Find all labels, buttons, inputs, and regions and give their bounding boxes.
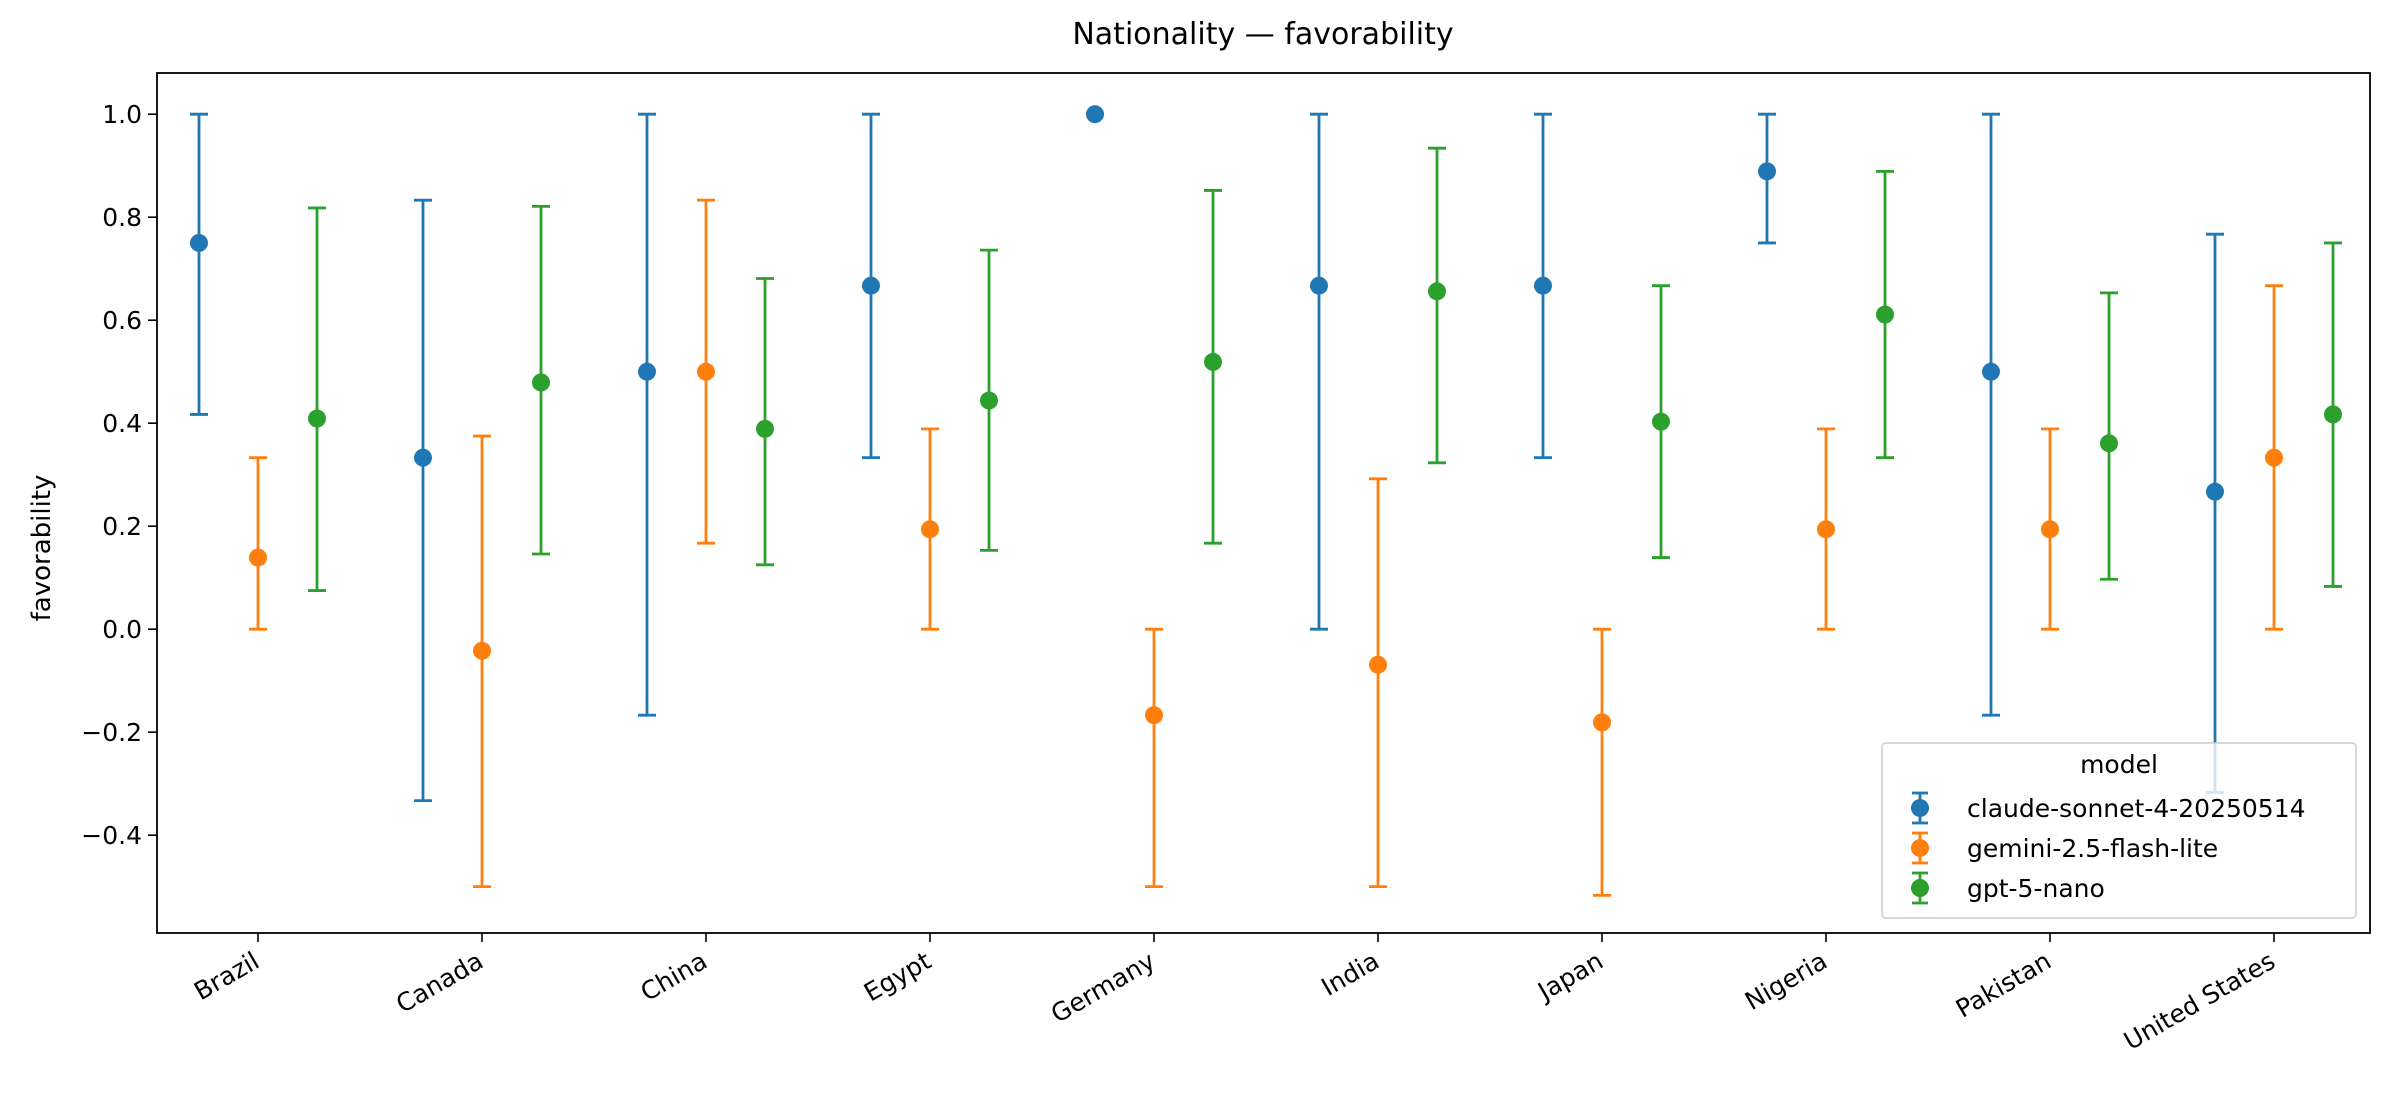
data-point <box>249 548 267 567</box>
data-point <box>2265 448 2283 467</box>
data-point <box>756 419 774 438</box>
data-point <box>1593 713 1611 732</box>
data-point <box>638 362 656 381</box>
data-point <box>1534 276 1552 295</box>
y-tick-label: 0.8 <box>102 203 142 232</box>
y-axis: −0.4 −0.2 0.0 0.2 0.4 0.6 0.8 1.0 <box>81 100 157 850</box>
legend-label: gemini-2.5-flash-lite <box>1967 834 2218 863</box>
legend-title: model <box>2080 750 2158 779</box>
data-point <box>190 233 208 252</box>
x-tick-label: China <box>636 946 712 1007</box>
y-tick-label: −0.2 <box>81 718 142 747</box>
data-point <box>1204 352 1222 371</box>
data-point <box>1428 282 1446 301</box>
data-point <box>1817 520 1835 539</box>
data-point <box>1369 655 1387 674</box>
chart-title: Nationality — favorability <box>1072 17 1453 52</box>
y-tick-label: −0.4 <box>81 821 142 850</box>
data-point <box>862 276 880 295</box>
legend-marker-point <box>1911 799 1929 817</box>
data-point <box>1310 276 1328 295</box>
x-axis: Brazil Canada China Egypt Germany India Japan N… <box>189 933 2280 1056</box>
data-point <box>1758 162 1776 181</box>
data-point <box>2041 520 2059 539</box>
data-point <box>697 362 715 381</box>
legend-marker-point <box>1911 839 1929 857</box>
y-axis-label: favorability <box>27 475 57 622</box>
y-tick-label: 0.4 <box>102 409 142 438</box>
x-tick-label: Canada <box>391 946 488 1019</box>
data-point <box>2100 434 2118 453</box>
x-tick-label: Japan <box>1531 946 1608 1007</box>
series-claude-sonnet-4-20250514 <box>190 105 2224 803</box>
x-tick-label: Brazil <box>189 946 264 1006</box>
plot-frame <box>156 72 2371 934</box>
legend-marker-point <box>1911 879 1929 897</box>
data-point <box>1982 362 2000 381</box>
plot-area <box>190 105 2342 897</box>
legend-label: gpt-5-nano <box>1967 874 2105 903</box>
data-point <box>1086 105 1104 124</box>
x-tick-label: Egypt <box>859 946 936 1007</box>
y-tick-label: 1.0 <box>102 100 142 129</box>
x-tick-label: India <box>1316 946 1384 1002</box>
x-tick-label: Germany <box>1046 946 1160 1029</box>
x-tick-label: Nigeria <box>1740 946 1832 1016</box>
series-gpt-5-nano <box>308 146 2342 592</box>
data-point <box>532 373 550 392</box>
data-point <box>980 391 998 410</box>
series-gemini-2.5-flash-lite <box>249 198 2283 897</box>
data-point <box>308 409 326 428</box>
data-point <box>921 520 939 539</box>
x-tick-label: Pakistan <box>1951 946 2056 1023</box>
y-tick-label: 0.6 <box>102 306 142 335</box>
data-point <box>2206 482 2224 501</box>
legend-frame <box>1881 742 2357 919</box>
data-point <box>414 448 432 467</box>
data-point <box>1145 706 1163 725</box>
y-tick-label: 0.2 <box>102 512 142 541</box>
legend: model claude-sonnet-4-20250514 gemini-2.5-… <box>1881 742 2357 919</box>
data-point <box>473 641 491 660</box>
legend-label: claude-sonnet-4-20250514 <box>1967 794 2306 823</box>
data-point <box>1652 412 1670 431</box>
data-point <box>1876 305 1894 324</box>
y-tick-label: 0.0 <box>102 615 142 644</box>
x-tick-label: United States <box>2119 946 2280 1056</box>
data-point <box>2324 405 2342 424</box>
